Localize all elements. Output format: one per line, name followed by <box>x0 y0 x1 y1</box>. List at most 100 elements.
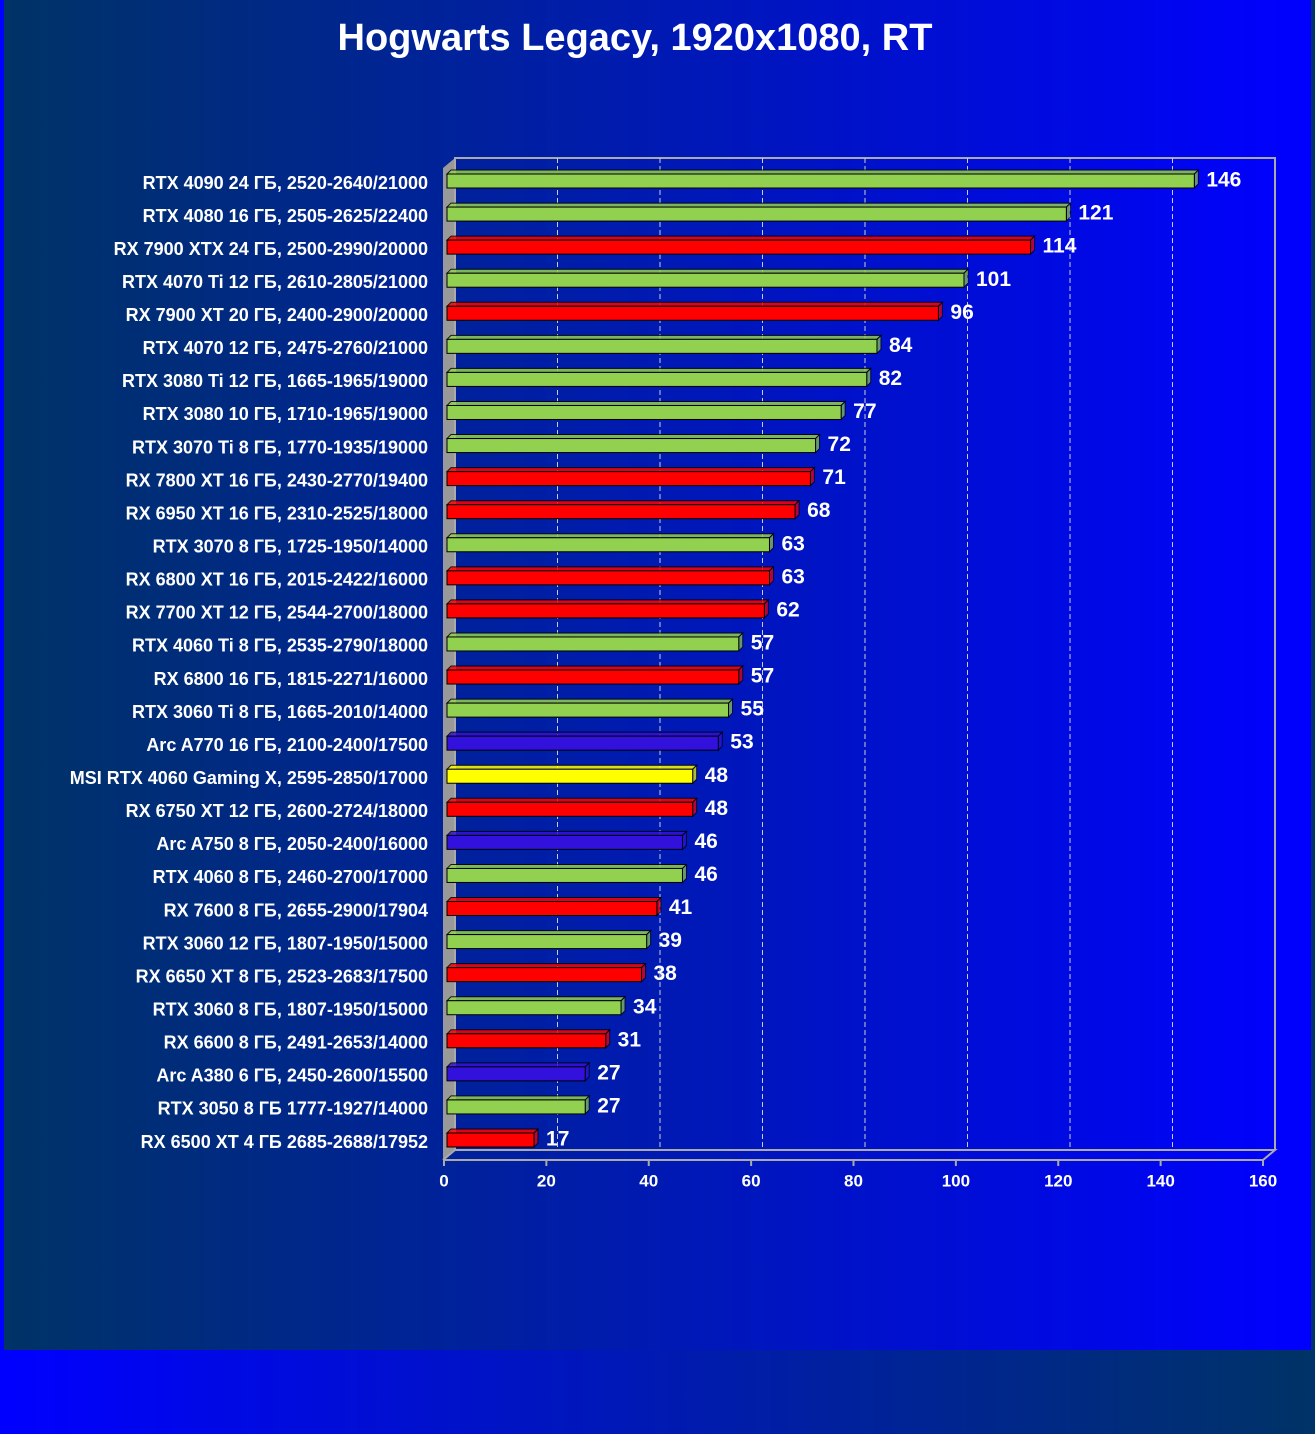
bar-side <box>937 301 943 322</box>
y-tick-label: Arc A380 6 ГБ, 2450-2600/15500 <box>156 1066 428 1086</box>
bar <box>446 834 683 850</box>
value-label: 63 <box>781 532 804 555</box>
chart-title: Hogwarts Legacy, 1920x1080, RT <box>338 17 933 59</box>
value-label: 84 <box>889 334 913 357</box>
bar-side <box>768 532 774 553</box>
bar-top <box>445 202 1072 208</box>
bar-top <box>445 367 872 373</box>
value-label: 62 <box>776 598 799 621</box>
value-label: 68 <box>807 499 831 522</box>
bar <box>446 768 694 784</box>
y-tick-label: RTX 3060 8 ГБ, 1807-1950/15000 <box>153 999 428 1019</box>
x-tick-label: 120 <box>1044 1171 1072 1190</box>
x-tick-label: 20 <box>537 1171 556 1190</box>
bar-top <box>445 665 744 671</box>
y-tick-label: RTX 3050 8 ГБ 1777-1927/14000 <box>158 1099 428 1119</box>
bar-top <box>445 533 775 539</box>
value-label: 27 <box>597 1061 620 1084</box>
bar-side <box>738 664 744 686</box>
bar-top <box>445 1062 591 1068</box>
bar-side <box>728 697 734 719</box>
y-tick-label: Arc A770 16 ГБ, 2100-2400/17500 <box>146 735 428 755</box>
bar <box>446 272 965 288</box>
y-tick-label: RX 6600 8 ГБ, 2491-2653/14000 <box>164 1033 428 1053</box>
x-tick-label: 0 <box>439 1171 448 1190</box>
bar-side <box>656 896 662 917</box>
bar <box>446 504 796 520</box>
bar-top <box>445 235 1036 241</box>
y-tick-label: RTX 4060 8 ГБ, 2460-2700/17000 <box>153 867 428 887</box>
bar-side <box>794 499 800 520</box>
bar <box>446 305 939 321</box>
y-tick-label: RTX 3060 12 ГБ, 1807-1950/15000 <box>143 933 428 953</box>
bar-top <box>445 599 770 605</box>
bar <box>446 603 765 619</box>
value-label: 63 <box>781 565 804 588</box>
bar-top <box>445 897 663 903</box>
bar-side <box>768 565 774 587</box>
y-tick-label: RTX 3070 8 ГБ, 1725-1950/14000 <box>153 537 428 557</box>
bar <box>446 901 658 917</box>
value-label: 41 <box>669 896 693 919</box>
y-tick-label: MSI RTX 4060 Gaming X, 2595-2850/17000 <box>70 768 428 788</box>
bar <box>446 371 868 387</box>
value-label: 101 <box>976 268 1011 291</box>
bar-side <box>876 334 882 355</box>
bar-side <box>738 631 744 653</box>
bar-side <box>840 400 846 421</box>
y-tick-label: RTX 4080 16 ГБ, 2505-2625/22400 <box>143 206 428 226</box>
bar-top <box>445 731 724 737</box>
x-tick-label: 140 <box>1146 1171 1174 1190</box>
value-label: 17 <box>546 1128 569 1151</box>
value-label: 77 <box>853 400 876 423</box>
value-label: 121 <box>1078 202 1113 225</box>
y-tick-label: RX 6800 XT 16 ГБ, 2015-2422/16000 <box>126 570 428 590</box>
x-tick-label: 40 <box>639 1171 658 1190</box>
x-tick-label: 100 <box>942 1171 970 1190</box>
bar-side <box>809 466 815 487</box>
y-tick-label: RTX 4070 12 ГБ, 2475-2760/21000 <box>143 338 428 358</box>
bar <box>446 735 719 751</box>
bar-top <box>445 400 847 406</box>
bar <box>446 338 878 354</box>
bar-top <box>445 863 688 869</box>
bar <box>446 1132 535 1148</box>
bar <box>446 471 811 487</box>
bar-side <box>620 995 626 1016</box>
bar <box>446 537 770 553</box>
bar-top <box>445 1095 591 1101</box>
value-label: 72 <box>828 433 851 456</box>
y-tick-label: RX 6950 XT 16 ГБ, 2310-2525/18000 <box>126 503 428 523</box>
bar-top <box>445 764 698 770</box>
bar-top <box>445 566 775 572</box>
bar-top <box>445 268 970 274</box>
bar-top <box>445 334 883 340</box>
bar <box>446 934 648 950</box>
bar-top <box>445 830 688 836</box>
bar-top <box>445 698 734 704</box>
y-tick-label: RTX 3070 Ti 8 ГБ, 1770-1935/19000 <box>132 437 428 457</box>
value-label: 71 <box>822 466 846 489</box>
value-label: 46 <box>694 830 717 853</box>
y-tick-label: RX 6800 16 ГБ, 1815-2271/16000 <box>154 669 428 689</box>
bar-side <box>815 433 821 454</box>
y-tick-label: RTX 4090 24 ГБ, 2520-2640/21000 <box>143 173 428 193</box>
bar-side <box>681 830 687 851</box>
bar-top <box>445 632 744 638</box>
bar-top <box>445 797 698 803</box>
value-label: 57 <box>751 665 774 688</box>
bar <box>446 570 770 586</box>
bar <box>446 239 1032 255</box>
value-label: 96 <box>950 301 973 324</box>
bar-top <box>445 467 816 473</box>
bar-top <box>445 963 647 969</box>
bar-side <box>692 797 698 818</box>
bar <box>446 1099 586 1115</box>
bar-top <box>445 996 627 1002</box>
value-label: 114 <box>1043 235 1077 258</box>
bar <box>446 867 683 883</box>
y-tick-label: RTX 4060 Ti 8 ГБ, 2535-2790/18000 <box>132 636 428 656</box>
value-label: 39 <box>659 929 682 952</box>
bar <box>446 1000 622 1016</box>
